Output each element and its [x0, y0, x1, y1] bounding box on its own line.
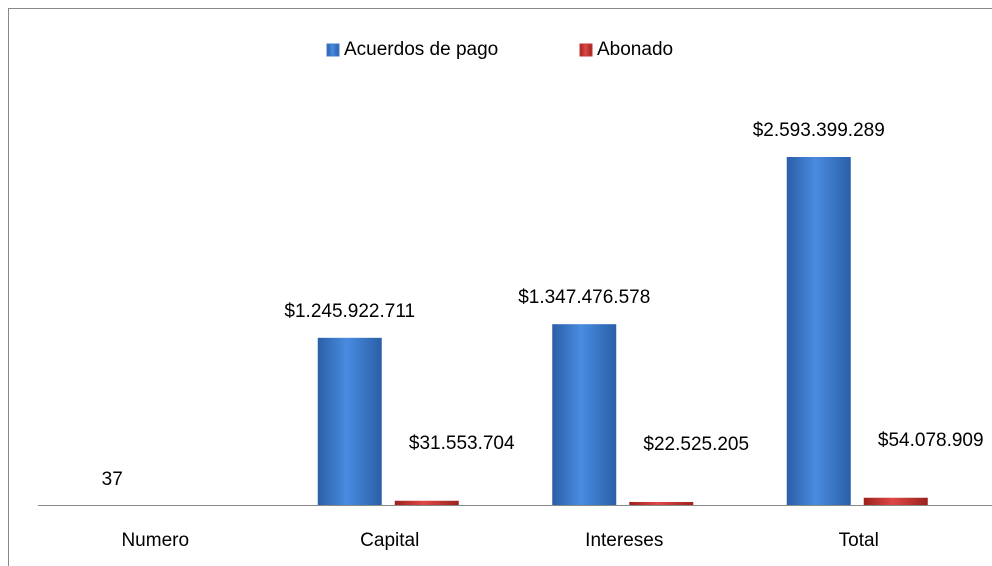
data-label: 37 — [102, 469, 123, 490]
data-label: $1.245.922.711 — [284, 301, 415, 322]
data-label: $22.525.205 — [643, 434, 749, 455]
legend-label: Abonado — [597, 39, 673, 60]
bar — [786, 157, 851, 505]
data-label: $54.078.909 — [878, 430, 984, 451]
legend-swatch — [326, 43, 340, 57]
bar — [552, 324, 617, 505]
data-label: $31.553.704 — [409, 433, 515, 454]
x-tick-label: Total — [839, 530, 879, 551]
x-tick-label: Numero — [121, 530, 189, 551]
legend-swatch — [579, 43, 593, 57]
x-tick-label: Capital — [360, 530, 419, 551]
data-label: $1.347.476.578 — [518, 287, 650, 308]
x-tick-label: Intereses — [585, 530, 663, 551]
chart-border — [8, 8, 992, 566]
bar — [863, 497, 928, 505]
bar — [629, 501, 694, 505]
bar — [394, 500, 459, 505]
bar — [317, 337, 382, 505]
data-label: $2.593.399.289 — [753, 120, 885, 141]
legend-label: Acuerdos de pago — [344, 39, 498, 60]
